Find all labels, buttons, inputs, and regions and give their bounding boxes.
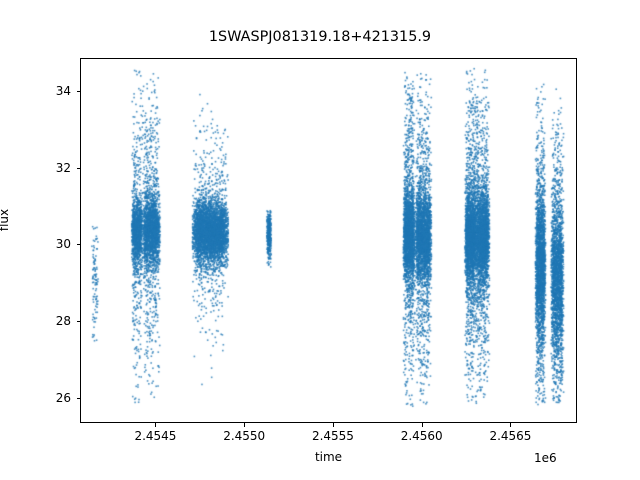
x-tick-label: 2.4555 <box>311 429 354 443</box>
x-axis-label: time <box>314 450 343 464</box>
x-tick-mark <box>510 423 512 427</box>
x-tick-mark <box>244 423 246 427</box>
x-tick-mark <box>155 423 157 427</box>
y-tick-label: 26 <box>55 391 71 406</box>
x-tick-label: 2.4560 <box>400 429 443 443</box>
y-tick-label: 28 <box>55 314 71 329</box>
y-tick-mark <box>76 90 80 92</box>
scatter-data-layer <box>81 59 576 422</box>
y-tick-label: 32 <box>55 160 71 175</box>
y-tick-mark <box>76 398 80 400</box>
x-tick-mark <box>421 423 423 427</box>
x-tick-label: 2.4550 <box>223 429 266 443</box>
x-tick-label: 2.4545 <box>134 429 177 443</box>
x-tick-mark <box>332 423 334 427</box>
y-axis-label: flux <box>0 208 12 232</box>
x-tick-label: 2.4565 <box>489 429 532 443</box>
page-title: 1SWASPJ081319.18+421315.9 <box>208 29 432 45</box>
y-tick-label: 34 <box>55 83 71 98</box>
y-tick-label: 30 <box>55 237 71 252</box>
y-tick-mark <box>76 167 80 169</box>
y-tick-mark <box>76 244 80 246</box>
x-axis-offset-label: 1e6 <box>534 451 557 465</box>
y-tick-mark <box>76 321 80 323</box>
